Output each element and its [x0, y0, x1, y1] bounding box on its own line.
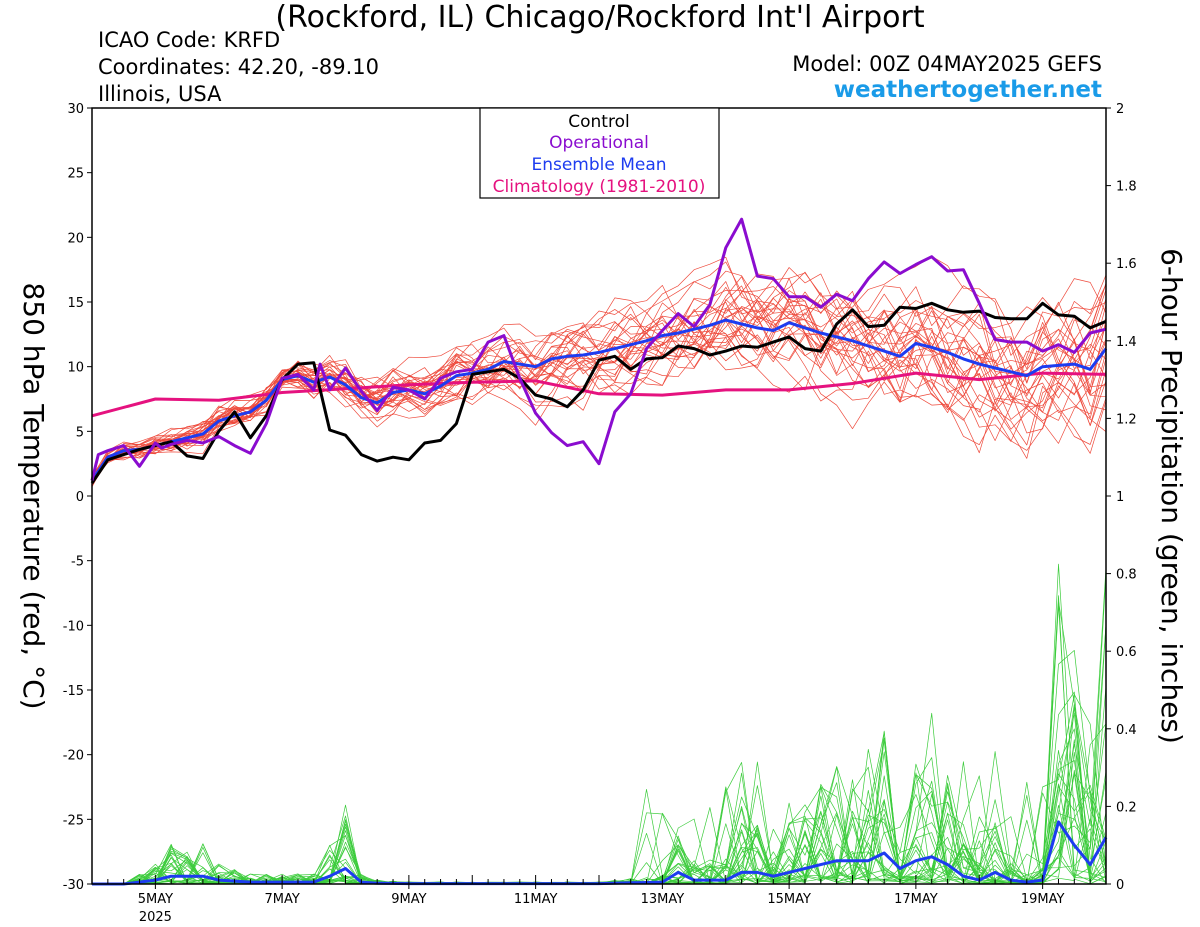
legend-entry-operational: Operational — [549, 133, 649, 153]
x-tick-label: 7MAY — [264, 892, 299, 907]
precip-member-line — [92, 650, 1107, 885]
x-tick-label: 19MAY — [1021, 892, 1065, 907]
y-tick-label: 30 — [67, 102, 84, 117]
x-tick-label: 9MAY — [391, 892, 426, 907]
y2-tick-label: 2 — [1116, 102, 1124, 117]
x-tick-label: 5MAY — [138, 892, 173, 907]
chart-title: (Rockford, IL) Chicago/Rockford Int'l Ai… — [275, 0, 925, 35]
y-axis-label: 850 hPa Temperature (red, °C) — [17, 282, 50, 709]
temp-member-line — [91, 270, 1107, 475]
y-tick-label: 0 — [76, 490, 84, 505]
climatology-line — [91, 371, 1107, 418]
temp-member-line — [91, 286, 1107, 484]
y2-tick-label: 0.8 — [1116, 568, 1137, 583]
x-tick-label: 15MAY — [767, 892, 811, 907]
ensemble-mean-line — [90, 318, 1108, 482]
temp-member-lines — [91, 255, 1107, 488]
highlight-series-lines — [90, 217, 1108, 886]
y2-tick-label: 1.2 — [1116, 412, 1137, 427]
temp-member-line — [91, 289, 1107, 483]
coordinates: Coordinates: 42.20, -89.10 — [98, 55, 379, 79]
precip-member-line — [92, 769, 1107, 885]
plot-frame — [91, 107, 1107, 885]
y2-tick-label: 0 — [1116, 878, 1124, 893]
precip-ensemble-mean-line — [92, 820, 1108, 886]
y-tick-label: -10 — [63, 619, 84, 634]
precip-member-line — [92, 728, 1107, 885]
y2-tick-label: 0.6 — [1116, 645, 1137, 660]
precip-member-lines — [92, 563, 1107, 885]
temp-member-line — [91, 285, 1107, 481]
x-tick-label: 11MAY — [514, 892, 558, 907]
y-tick-label: 25 — [67, 167, 84, 182]
y-tick-label: 15 — [67, 296, 84, 311]
y-tick-label: -20 — [63, 749, 84, 764]
legend-box: Control Operational Ensemble Mean Climat… — [479, 107, 720, 199]
y2-tick-label: 1.6 — [1116, 257, 1137, 272]
x-tick-label: 17MAY — [894, 892, 938, 907]
legend-entry-ensemble-mean: Ensemble Mean — [531, 155, 666, 175]
temp-member-line — [91, 285, 1107, 483]
y-tick-label: 5 — [76, 425, 84, 440]
precip-member-line — [92, 567, 1107, 885]
control-line — [90, 301, 1107, 484]
y-tick-label: 20 — [67, 231, 84, 246]
precip-member-line — [92, 573, 1107, 885]
y-tick-label: 10 — [67, 361, 84, 376]
temp-member-line — [91, 290, 1107, 478]
temp-member-line — [91, 298, 1107, 483]
region: Illinois, USA — [98, 82, 222, 106]
y2-tick-label: 0.4 — [1116, 723, 1137, 738]
precip-member-line — [92, 703, 1107, 885]
axes: -30-25-20-15-10-505101520253000.20.40.60… — [63, 102, 1137, 925]
y-tick-label: -15 — [63, 684, 84, 699]
temp-member-line — [91, 300, 1107, 486]
precip-member-line — [92, 706, 1107, 885]
y2-axis-label: 6-hour Precipitation (green, inches) — [1155, 248, 1188, 744]
legend-entry-control: Control — [568, 112, 629, 132]
temp-member-line — [91, 298, 1107, 485]
x-tick-sublabel: 2025 — [139, 910, 172, 925]
brand-link[interactable]: weathertogether.net — [833, 77, 1102, 103]
x-tick-label: 13MAY — [641, 892, 685, 907]
icao-code: ICAO Code: KRFD — [98, 28, 281, 52]
operational-line — [90, 217, 1107, 481]
y-tick-label: -25 — [63, 813, 84, 828]
y2-tick-label: 1 — [1116, 490, 1124, 505]
model-run: Model: 00Z 04MAY2025 GEFS — [792, 52, 1102, 76]
temp-member-line — [91, 271, 1107, 480]
temp-member-line — [91, 292, 1107, 484]
y-tick-label: -30 — [63, 878, 84, 893]
y2-tick-label: 1.8 — [1116, 180, 1137, 195]
y2-tick-label: 0.2 — [1116, 800, 1137, 815]
legend-entry-climatology: Climatology (1981-2010) — [493, 177, 706, 197]
legend-frame — [479, 107, 720, 199]
y2-tick-label: 1.4 — [1116, 335, 1137, 350]
y-tick-label: -5 — [71, 555, 84, 570]
